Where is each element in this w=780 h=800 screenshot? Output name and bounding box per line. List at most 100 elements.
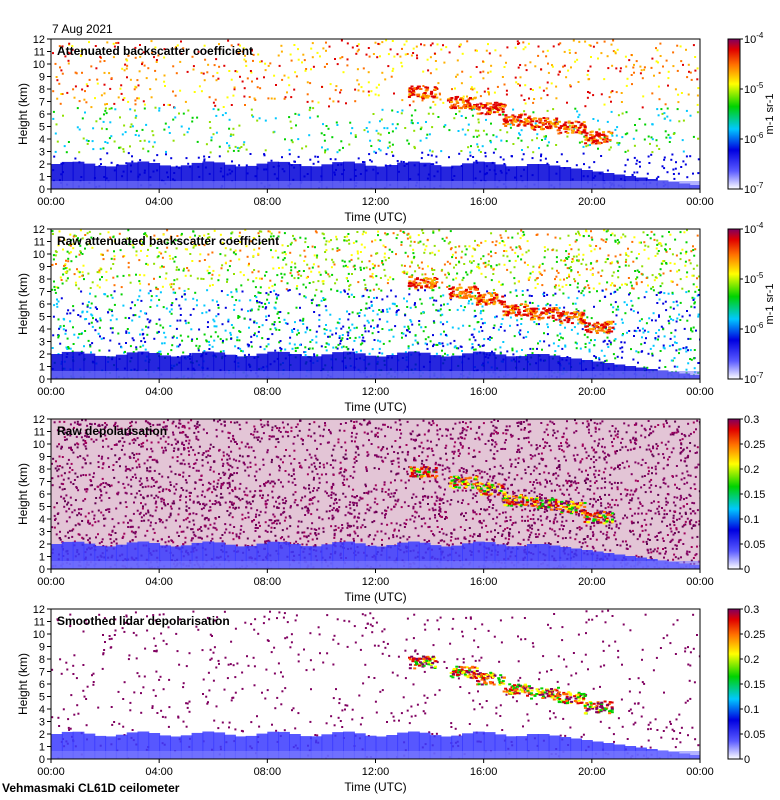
y-tick-label: 10 xyxy=(33,249,45,261)
colorbar-tick-label: 0.3 xyxy=(744,604,759,616)
colorbar-tick-label: 0.15 xyxy=(744,489,765,501)
y-tick-label: 6 xyxy=(39,679,45,691)
colorbar-unit: m-1 sr-1 xyxy=(764,94,776,135)
colorbar-gradient xyxy=(727,228,741,380)
colorbar-tick-label: 10-6 xyxy=(744,321,764,336)
panel-title: Raw depolarisation xyxy=(57,424,167,438)
x-tick-label: 00:00 xyxy=(37,196,65,208)
y-tick-label: 11 xyxy=(34,237,45,249)
y-tick-label: 5 xyxy=(39,692,45,704)
colorbar-tick-label: 10-4 xyxy=(744,31,764,46)
colorbar-tick-label: 0.25 xyxy=(744,439,765,451)
x-tick-label: 04:00 xyxy=(145,196,173,208)
y-tick-label: 0 xyxy=(39,564,45,576)
heatmap-content xyxy=(51,39,700,189)
y-tick-label: 6 xyxy=(39,109,45,121)
colorbar-tick-label: 10-5 xyxy=(744,271,764,286)
panel-title: Attenuated backscatter coefficient xyxy=(57,44,253,58)
y-tick-label: 8 xyxy=(39,84,45,96)
y-tick-label: 7 xyxy=(39,287,45,299)
y-tick-label: 5 xyxy=(39,502,45,514)
y-tick-label: 8 xyxy=(39,654,45,666)
x-axis-label: Time (UTC) xyxy=(344,210,406,224)
x-tick-label: 04:00 xyxy=(145,576,173,588)
y-tick-label: 3 xyxy=(39,717,45,729)
y-tick-label: 3 xyxy=(39,337,45,349)
y-axis-label: Height (km) xyxy=(16,83,30,145)
colorbar-tick-label: 0.2 xyxy=(744,464,759,476)
x-tick-label: 00:00 xyxy=(686,766,714,778)
y-tick-label: 11 xyxy=(34,427,45,439)
colorbar-tick-label: 10-5 xyxy=(744,81,764,96)
y-tick-label: 8 xyxy=(39,274,45,286)
x-axis-label: Time (UTC) xyxy=(344,400,406,414)
colorbar-tick-label: 0.1 xyxy=(744,514,759,526)
colorbar-tick-label: 0.25 xyxy=(744,629,765,641)
y-tick-label: 11 xyxy=(34,47,45,59)
y-tick-label: 12 xyxy=(33,34,45,46)
x-tick-label: 00:00 xyxy=(686,576,714,588)
heatmap-content xyxy=(51,419,700,569)
y-axis-label: Height (km) xyxy=(16,273,30,335)
y-tick-label: 1 xyxy=(39,552,45,564)
x-tick-label: 20:00 xyxy=(578,386,606,398)
y-tick-label: 5 xyxy=(39,122,45,134)
panel-title: Smoothed lidar depolarisation xyxy=(57,614,230,628)
x-tick-label: 16:00 xyxy=(470,386,498,398)
x-axis-label: Time (UTC) xyxy=(344,780,406,794)
colorbar-tick-label: 0.2 xyxy=(744,654,759,666)
x-tick-label: 12:00 xyxy=(362,196,390,208)
y-tick-label: 5 xyxy=(39,312,45,324)
x-tick-label: 12:00 xyxy=(362,766,390,778)
x-tick-label: 04:00 xyxy=(145,386,173,398)
x-tick-label: 08:00 xyxy=(254,576,282,588)
footer-caption: Vehmasmaki CL61D ceilometer xyxy=(2,781,180,795)
colorbar-unit: m-1 sr-1 xyxy=(764,284,776,325)
y-tick-label: 6 xyxy=(39,489,45,501)
y-tick-label: 10 xyxy=(33,439,45,451)
x-tick-label: 00:00 xyxy=(37,576,65,588)
y-tick-label: 3 xyxy=(39,147,45,159)
colorbar-gradient xyxy=(727,418,741,570)
y-tick-label: 9 xyxy=(39,642,45,654)
y-axis-label: Height (km) xyxy=(16,653,30,715)
y-tick-label: 1 xyxy=(39,742,45,754)
y-tick-label: 9 xyxy=(39,72,45,84)
colorbar-tick-label: 0.1 xyxy=(744,704,759,716)
colorbar-tick-label: 10-6 xyxy=(744,131,764,146)
x-tick-label: 20:00 xyxy=(578,576,606,588)
x-tick-label: 08:00 xyxy=(254,196,282,208)
y-tick-label: 11 xyxy=(34,617,45,629)
y-tick-label: 9 xyxy=(39,452,45,464)
y-tick-label: 4 xyxy=(39,134,45,146)
y-axis-label: Height (km) xyxy=(16,463,30,525)
y-tick-label: 10 xyxy=(33,629,45,641)
x-tick-label: 04:00 xyxy=(145,766,173,778)
colorbar-gradient xyxy=(727,608,741,760)
y-tick-label: 3 xyxy=(39,527,45,539)
y-tick-label: 8 xyxy=(39,464,45,476)
y-tick-label: 12 xyxy=(33,414,45,426)
date-label: 7 Aug 2021 xyxy=(52,22,113,36)
colorbar-tick-label: 0 xyxy=(744,754,750,766)
x-tick-label: 00:00 xyxy=(686,386,714,398)
x-tick-label: 16:00 xyxy=(470,196,498,208)
y-tick-label: 4 xyxy=(39,514,45,526)
y-tick-label: 4 xyxy=(39,704,45,716)
colorbar-tick-label: 0.3 xyxy=(744,414,759,426)
y-tick-label: 1 xyxy=(39,172,45,184)
y-tick-label: 7 xyxy=(39,477,45,489)
y-tick-label: 10 xyxy=(33,59,45,71)
x-tick-label: 16:00 xyxy=(470,766,498,778)
heatmap-content xyxy=(51,609,700,759)
y-tick-label: 2 xyxy=(39,729,45,741)
x-tick-label: 12:00 xyxy=(362,576,390,588)
y-tick-label: 2 xyxy=(39,349,45,361)
x-tick-label: 00:00 xyxy=(37,766,65,778)
colorbar-tick-label: 0.05 xyxy=(744,729,765,741)
colorbar-tick-label: 0 xyxy=(744,564,750,576)
y-tick-label: 0 xyxy=(39,754,45,766)
y-tick-label: 0 xyxy=(39,184,45,196)
x-tick-label: 16:00 xyxy=(470,576,498,588)
